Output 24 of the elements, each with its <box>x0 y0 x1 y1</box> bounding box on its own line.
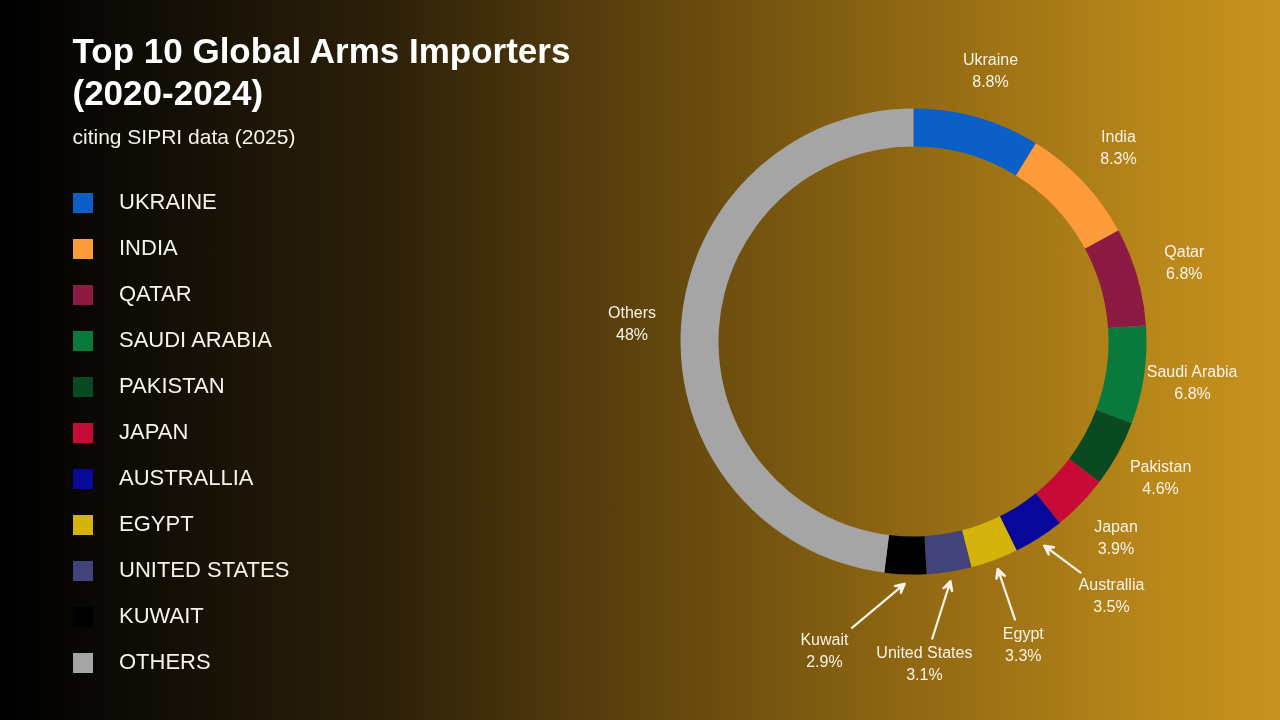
data-label: Kuwait 2.9% <box>800 631 849 671</box>
data-label: Egypt 3.3% <box>1002 624 1045 664</box>
legend-label: AUSTRALLIA <box>119 465 254 491</box>
data-label: United States 3.1% <box>876 643 973 683</box>
text: citing SIPRI data (2025) <box>72 124 296 148</box>
legend-label: JAPAN <box>119 419 189 445</box>
data-label: Ukraine 8.8% <box>962 50 1019 90</box>
legend-label: EGYPT <box>119 511 194 537</box>
data-label: Others 48% <box>608 304 657 344</box>
legend-label: INDIA <box>119 235 178 261</box>
data-label: Qatar 6.8% <box>1164 243 1205 283</box>
legend-label: UNITED STATES <box>119 557 290 583</box>
legend-label: QATAR <box>119 281 192 307</box>
chart-title: Top 10 Global Arms Importers (2020-2024) <box>72 30 571 112</box>
data-label: Pakistan 4.6% <box>1129 457 1192 497</box>
data-label: Saudi Arabia 6.8% <box>1146 362 1238 402</box>
legend-label: PAKISTAN <box>119 373 225 399</box>
legend-label: KUWAIT <box>119 603 204 629</box>
data-label: India 8.3% <box>1100 128 1137 168</box>
data-label: Australlia 3.5% <box>1078 575 1145 615</box>
legend-label: OTHERS <box>119 649 211 675</box>
legend-label: SAUDI ARABIA <box>119 327 272 353</box>
legend-label: UKRAINE <box>119 189 217 215</box>
data-label: Japan 3.9% <box>1094 518 1138 558</box>
